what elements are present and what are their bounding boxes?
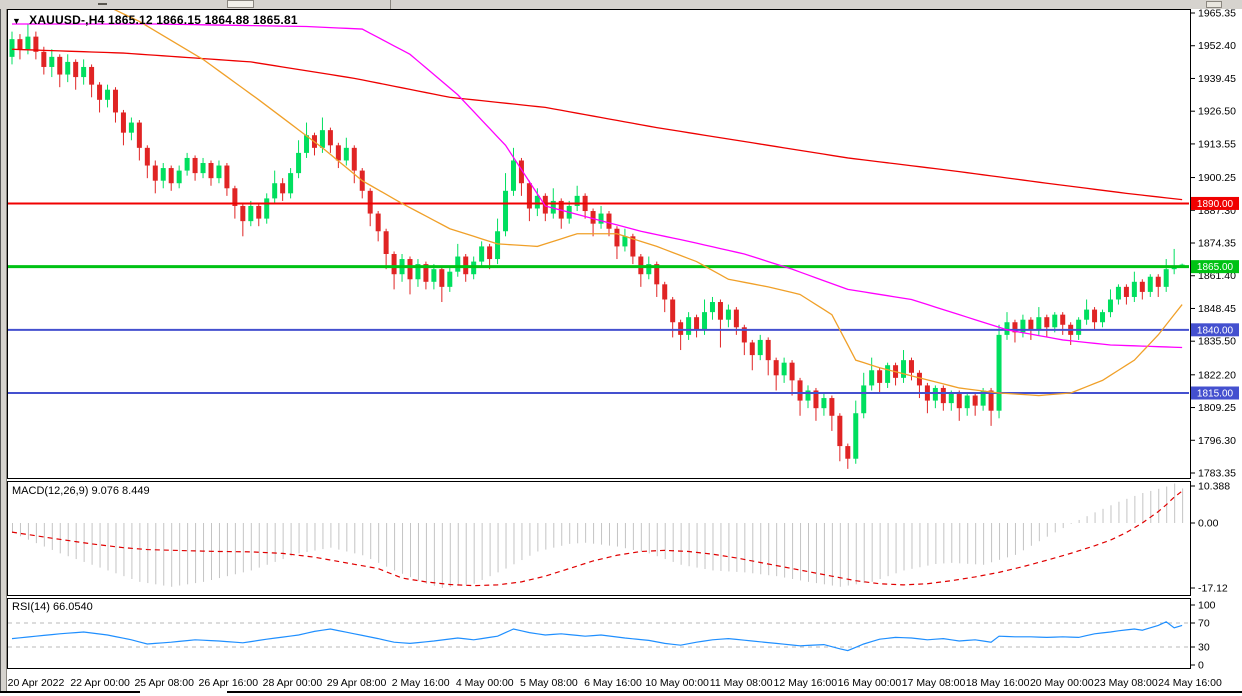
macd-tick-label: 10.388 (1198, 481, 1230, 493)
price-tick-label: 1835.50 (1198, 336, 1236, 348)
rsi-indicator-label: RSI(14) 66.0540 (12, 601, 93, 613)
window-bottom-edge-left (0, 691, 140, 693)
time-tick-label: 25 Apr 08:00 (134, 677, 194, 689)
rsi-pane[interactable] (7, 598, 1191, 669)
price-tick-label: 1848.45 (1198, 303, 1236, 315)
rsi-tick-label: 0 (1198, 660, 1204, 672)
price-tick-label: 1822.20 (1198, 369, 1236, 381)
price-line-label-1890.00: 1890.00 (1191, 196, 1239, 210)
time-axis[interactable]: 20 Apr 2022 22 Apr 00:00 25 Apr 08:00 26 Ap… (8, 677, 1222, 689)
price-tick-label: 1939.45 (1198, 73, 1236, 85)
toolbar-fragment-box (1206, 1, 1222, 8)
time-tick-label: 24 May 16:00 (1158, 677, 1222, 689)
svg-text:1840.00: 1840.00 (1197, 325, 1234, 336)
rsi-tick-label: 70 (1198, 618, 1210, 630)
price-tick-label: 1900.25 (1198, 172, 1236, 184)
price-line-label-1815.00: 1815.00 (1191, 386, 1239, 400)
price-axis[interactable]: 1965.35 1952.40 1939.45 1926.50 1913.55 1900.… (1190, 8, 1240, 480)
toolbar-separator (390, 0, 391, 9)
price-tick-label: 1926.50 (1198, 106, 1236, 118)
time-tick-label: 26 Apr 16:00 (199, 677, 259, 689)
window-bottom-edge-right (227, 691, 1242, 693)
ma-mid-magenta[interactable] (12, 23, 1183, 349)
price-tick-label: 1783.35 (1198, 468, 1236, 480)
time-tick-label: 20 Apr 2022 (8, 677, 65, 689)
rsi-tick-label: 30 (1198, 642, 1210, 654)
time-tick-label: 6 May 16:00 (584, 677, 642, 689)
time-tick-label: 10 May 00:00 (645, 677, 709, 689)
window-top-strip (0, 0, 1242, 9)
rsi-line (11, 621, 1183, 652)
rsi-tick-label: 100 (1198, 600, 1216, 612)
symbol-ohlc-text: XAUUSD-,H4 1865.12 1866.15 1864.88 1865.… (29, 13, 298, 27)
price-tick-label: 1913.55 (1198, 138, 1236, 150)
ma-slow-red[interactable] (11, 48, 1183, 201)
svg-text:1865.00: 1865.00 (1197, 262, 1234, 273)
time-tick-label: 20 May 00:00 (1030, 677, 1094, 689)
time-tick-label: 12 May 16:00 (773, 677, 837, 689)
time-tick-label: 2 May 16:00 (392, 677, 450, 689)
toolbar-fragment-dash (98, 3, 107, 5)
price-tick-label: 1965.35 (1198, 8, 1236, 20)
time-tick-label: 17 May 08:00 (902, 677, 966, 689)
macd-indicator-label: MACD(12,26,9) 9.076 8.449 (12, 485, 150, 497)
price-tick-label: 1952.40 (1198, 40, 1236, 52)
time-tick-label: 29 Apr 08:00 (327, 677, 387, 689)
time-tick-label: 22 Apr 00:00 (70, 677, 130, 689)
price-line-label-1840.00: 1840.00 (1191, 323, 1239, 337)
macd-pane[interactable] (7, 481, 1191, 596)
macd-histogram (12, 483, 1184, 588)
time-tick-label: 4 May 00:00 (456, 677, 514, 689)
price-tick-label: 1861.40 (1198, 270, 1236, 282)
scrollbar-thumb[interactable] (227, 0, 254, 8)
time-tick-label: 16 May 00:00 (838, 677, 902, 689)
window-left-edge (0, 9, 7, 693)
main-pane[interactable] (7, 9, 1191, 479)
time-tick-label: 23 May 08:00 (1094, 677, 1158, 689)
symbol-dropdown-icon[interactable]: ▼ (12, 16, 22, 26)
time-tick-label: 11 May 08:00 (710, 677, 773, 689)
macd-tick-label: -17.12 (1198, 583, 1228, 595)
price-tick-label: 1809.25 (1198, 402, 1236, 414)
price-tick-label: 1796.30 (1198, 435, 1236, 447)
symbol-ohlc-line: ▼ XAUUSD-,H4 1865.12 1866.15 1864.88 1865… (12, 13, 298, 27)
time-tick-label: 5 May 08:00 (520, 677, 578, 689)
macd-tick-label: 0.00 (1198, 518, 1219, 530)
time-tick-label: 18 May 16:00 (966, 677, 1030, 689)
candlestick-series[interactable] (9, 23, 1185, 469)
price-tick-label: 1874.35 (1198, 238, 1236, 250)
svg-text:1890.00: 1890.00 (1197, 199, 1234, 210)
time-tick-label: 28 Apr 00:00 (263, 677, 323, 689)
svg-text:1815.00: 1815.00 (1197, 389, 1234, 400)
ma-fast-orange[interactable] (12, 0, 1183, 397)
price-line-label-1865.00: 1865.00 (1191, 260, 1239, 274)
